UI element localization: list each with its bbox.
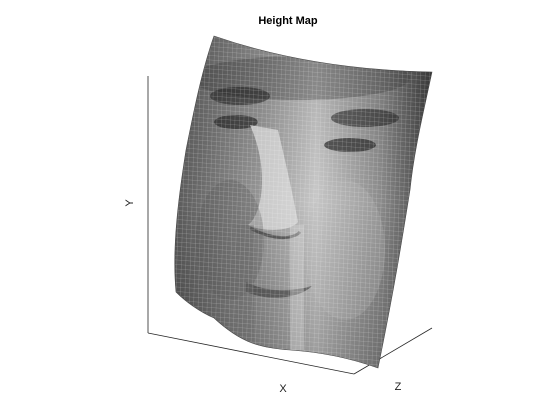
surface-features	[174, 36, 432, 368]
nose	[248, 125, 298, 230]
axes	[147, 76, 433, 375]
chart-title: Height Map	[258, 15, 318, 27]
right-eye	[324, 138, 376, 152]
mouth	[246, 282, 312, 298]
surface-plot	[174, 35, 433, 369]
z-axis-line	[353, 327, 433, 375]
y-axis-label: Y	[124, 199, 136, 207]
x-axis-line	[147, 332, 355, 375]
left-brow	[210, 87, 270, 105]
x-axis-label: X	[279, 383, 287, 395]
left-eye	[214, 115, 258, 129]
right-brow	[331, 109, 399, 127]
z-axis-label: Z	[395, 381, 402, 393]
